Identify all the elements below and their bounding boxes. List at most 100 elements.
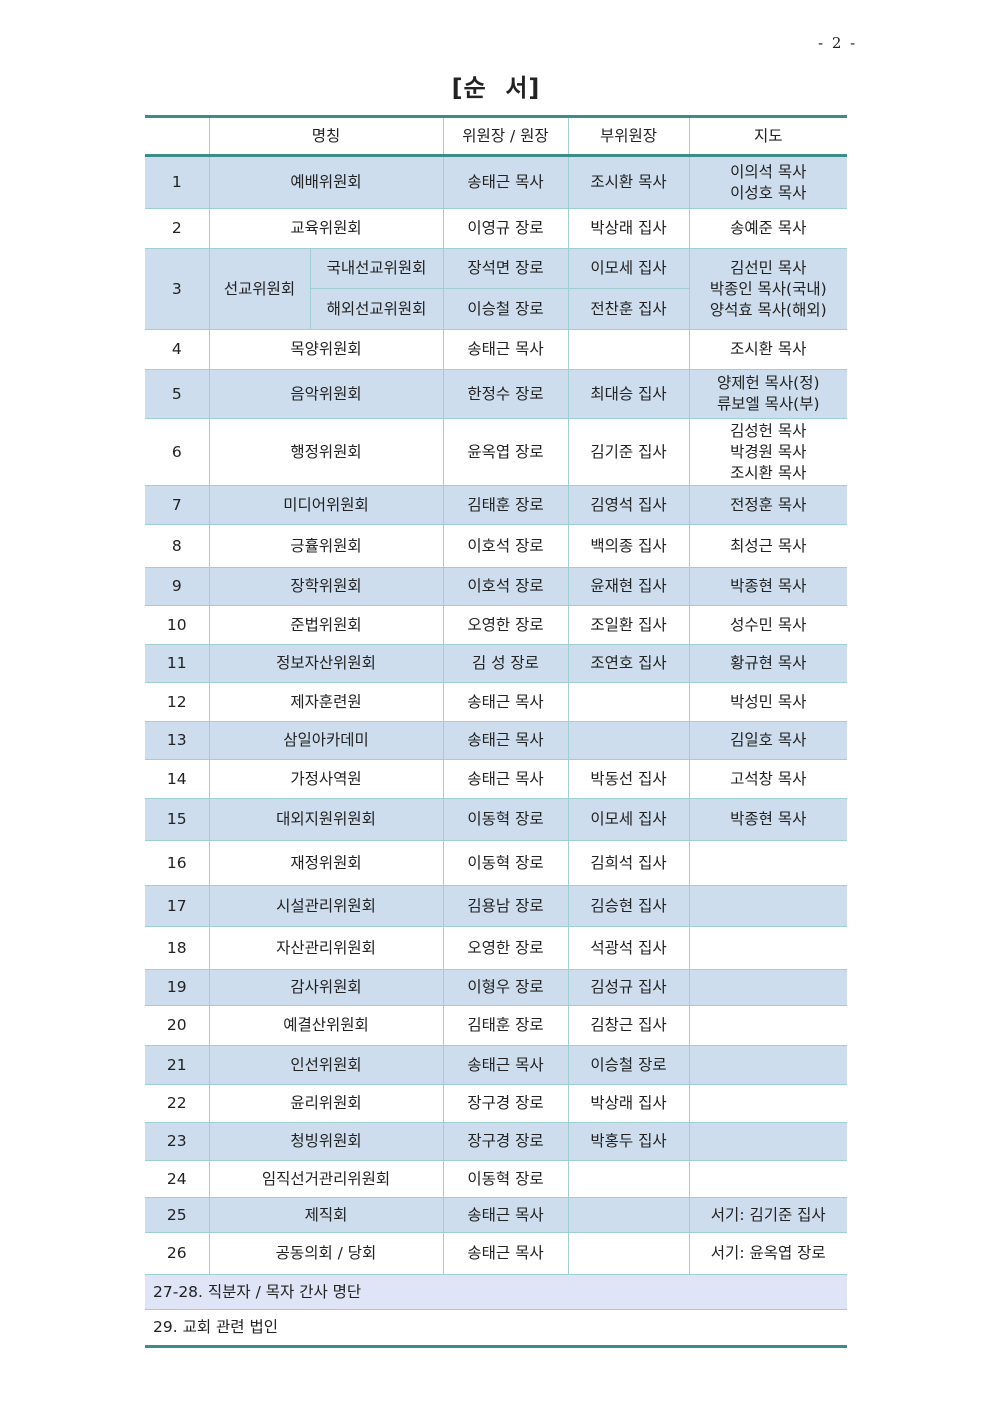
- chair-cell: 이호석 장로: [442, 524, 569, 568]
- chair-cell: 이승철 장로: [442, 288, 569, 330]
- advisor-name: 김성헌 목사: [730, 421, 807, 440]
- chair-cell: 송태근 목사: [442, 721, 569, 760]
- chair-cell: 송태근 목사: [442, 759, 569, 799]
- header-advisor: 지도: [688, 115, 847, 157]
- advisor-cell: [688, 1160, 847, 1198]
- table-row: 21 인선위원회 송태근 목사 이승철 장로: [145, 1045, 847, 1085]
- row-number: 4: [145, 329, 210, 370]
- advisor-name: 조시환 목사: [730, 463, 807, 482]
- row-number: 17: [145, 885, 210, 927]
- chair-cell: 이호석 장로: [442, 567, 569, 606]
- vice-chair-cell: [567, 721, 690, 760]
- vice-chair-cell: 김영석 집사: [567, 485, 690, 525]
- table-row: 17 시설관리위원회 김용남 장로 김승현 집사: [145, 885, 847, 927]
- row-number: 22: [145, 1084, 210, 1123]
- advisor-cell: 박종현 목사: [688, 798, 847, 841]
- vice-chair-cell: 최대승 집사: [567, 369, 690, 419]
- committee-name: 목양위원회: [208, 329, 444, 370]
- advisor-cell: [688, 926, 847, 970]
- table-row: 22 윤리위원회 장구경 장로 박상래 집사: [145, 1084, 847, 1123]
- page-title: [순 서]: [451, 74, 541, 102]
- table-header-row: 명칭 위원장 / 원장 부위원장 지도: [145, 115, 847, 157]
- row-number: 7: [145, 485, 210, 525]
- committee-name: 감사위원회: [208, 969, 444, 1006]
- row-number: 9: [145, 567, 210, 606]
- row-number: 20: [145, 1005, 210, 1046]
- committee-name: 청빙위원회: [208, 1122, 444, 1161]
- advisor-name: 박종인 목사(국내): [709, 279, 827, 298]
- chair-cell: 김용남 장로: [442, 885, 569, 927]
- advisor-cell: 박종현 목사: [688, 567, 847, 606]
- committee-name: 예배위원회: [208, 155, 444, 209]
- committee-name: 장학위원회: [208, 567, 444, 606]
- committee-name: 제자훈련원: [208, 682, 444, 722]
- table-row: 5 음악위원회 한정수 장로 최대승 집사 양제헌 목사(정) 류보엘 목사(부): [145, 369, 847, 419]
- subcommittee-name: 국내선교위원회: [309, 248, 444, 289]
- advisor-name: 성수민 목사: [730, 615, 807, 634]
- advisor-cell: [688, 1122, 847, 1161]
- chair-cell: 이동혁 장로: [442, 840, 569, 886]
- vice-chair-cell: 이승철 장로: [567, 1045, 690, 1085]
- row-number: 12: [145, 682, 210, 722]
- advisor-cell: 서기: 김기준 집사: [688, 1197, 847, 1233]
- vice-chair-cell: 김성규 집사: [567, 969, 690, 1006]
- advisor-cell: 김성헌 목사 박경원 목사 조시환 목사: [688, 418, 847, 486]
- advisor-name: 서기: 윤옥엽 장로: [710, 1244, 826, 1262]
- vice-chair-cell: [567, 1160, 690, 1198]
- committee-name: 제직회: [208, 1197, 444, 1233]
- table-row: 7 미디어위원회 김태훈 장로 김영석 집사 전정훈 목사: [145, 485, 847, 525]
- advisor-cell: 양제헌 목사(정) 류보엘 목사(부): [688, 369, 847, 419]
- row-number: 3: [145, 248, 210, 330]
- row-number: 26: [145, 1232, 210, 1275]
- advisor-name: 조시환 목사: [730, 340, 807, 358]
- subcommittee-name: 해외선교위원회: [310, 288, 444, 330]
- advisor-name: 양석효 목사(해외): [709, 300, 827, 319]
- vice-chair-cell: 조시환 목사: [567, 155, 690, 209]
- header-no: [145, 115, 210, 157]
- row-number: 23: [145, 1122, 210, 1161]
- advisor-cell: 성수민 목사: [688, 605, 847, 645]
- committee-name: 음악위원회: [208, 369, 444, 419]
- vice-chair-cell: 이모세 집사: [567, 798, 690, 841]
- advisor-name: 이성호 목사: [730, 183, 807, 202]
- header-chair: 위원장 / 원장: [442, 115, 569, 157]
- table-row: 8 긍휼위원회 이호석 장로 백의종 집사 최성근 목사: [145, 524, 847, 568]
- advisor-cell: 박성민 목사: [688, 682, 847, 722]
- table-row: 25 제직회 송태근 목사 서기: 김기준 집사: [145, 1197, 847, 1233]
- chair-cell: 오영한 장로: [442, 605, 569, 645]
- advisor-cell: 서기: 윤옥엽 장로: [688, 1232, 847, 1275]
- advisor-cell: 황규현 목사: [688, 644, 847, 683]
- chair-cell: 송태근 목사: [442, 1197, 569, 1233]
- advisor-name: 최성근 목사: [730, 536, 807, 555]
- advisor-cell: 조시환 목사: [688, 329, 847, 370]
- table-row: 13 삼일아카데미 송태근 목사 김일호 목사: [145, 721, 847, 760]
- chair-cell: 송태근 목사: [442, 682, 569, 722]
- advisor-cell: 이의석 목사 이성호 목사: [688, 155, 847, 209]
- advisor-cell: [688, 1045, 847, 1085]
- row-number: 14: [145, 759, 210, 799]
- advisor-name: 황규현 목사: [730, 654, 807, 672]
- row-number: 10: [145, 605, 210, 645]
- row-number: 16: [145, 840, 210, 886]
- advisor-name: 양제헌 목사(정): [716, 374, 820, 392]
- committee-name: 자산관리위원회: [208, 926, 444, 970]
- chair-cell: 김 성 장로: [442, 644, 569, 683]
- footer-item: 29. 교회 관련 법인: [145, 1309, 847, 1348]
- vice-chair-cell: 박상래 집사: [567, 208, 690, 249]
- table-row: 23 청빙위원회 장구경 장로 박홍두 집사: [145, 1122, 847, 1161]
- header-name: 명칭: [208, 115, 444, 157]
- row-number: 1: [145, 155, 210, 209]
- row-number: 6: [145, 418, 210, 486]
- committee-name: 가정사역원: [208, 759, 444, 799]
- vice-chair-cell: 전찬훈 집사: [567, 288, 689, 330]
- row-number: 13: [145, 721, 210, 760]
- chair-cell: 김태훈 장로: [442, 1005, 569, 1046]
- committee-name: 임직선거관리위원회: [208, 1160, 444, 1198]
- chair-cell: 이동혁 장로: [442, 798, 569, 841]
- table-row: 16 재정위원회 이동혁 장로 김희석 집사: [145, 840, 847, 886]
- vice-chair-cell: 조일환 집사: [567, 605, 690, 645]
- vice-chair-cell: [567, 682, 690, 722]
- committee-name: 재정위원회: [208, 840, 444, 886]
- advisor-cell: [688, 1084, 847, 1123]
- vice-chair-cell: [567, 329, 690, 370]
